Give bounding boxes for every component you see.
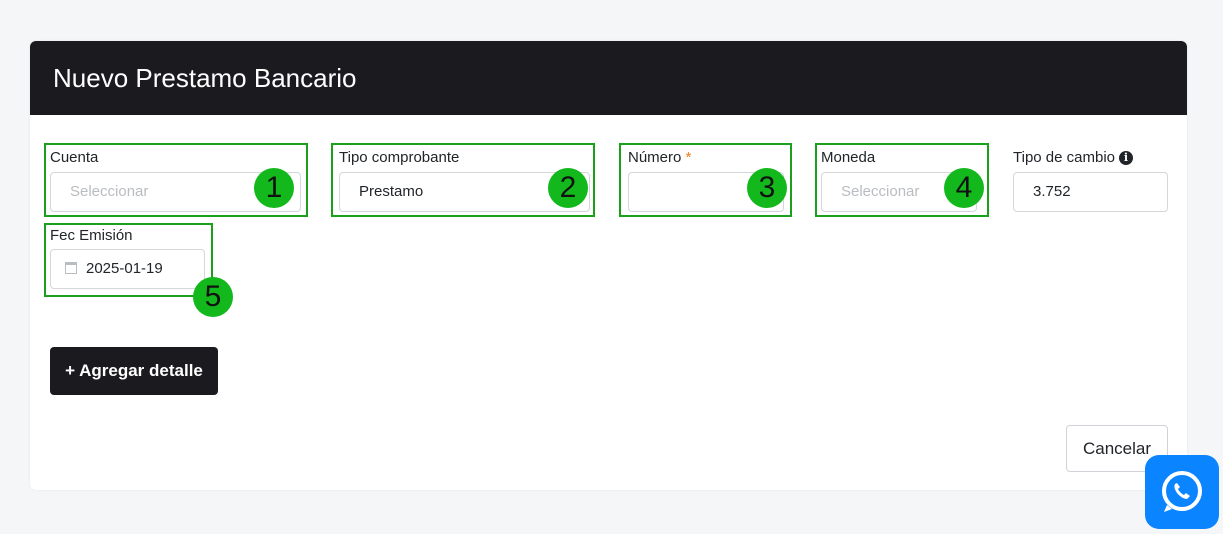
numero-label-text: Número (628, 149, 682, 166)
whatsapp-button[interactable] (1145, 455, 1219, 529)
fec-emision-value: 2025-01-19 (86, 260, 163, 277)
page-title: Nuevo Prestamo Bancario (30, 41, 1187, 115)
highlight-box-3 (619, 143, 792, 217)
badge-2: 2 (548, 168, 588, 208)
whatsapp-icon (1162, 471, 1202, 512)
numero-label: Número * (628, 149, 691, 166)
tipo-comprobante-select[interactable]: Prestamo (339, 172, 590, 212)
highlight-box-1 (44, 143, 308, 217)
tipo-cambio-input[interactable]: 3.752 (1013, 172, 1168, 212)
fec-emision-input[interactable]: 2025-01-19 (50, 249, 205, 289)
badge-1: 1 (254, 168, 294, 208)
info-icon[interactable]: i (1119, 151, 1133, 165)
tipo-comprobante-label: Tipo comprobante (339, 149, 460, 166)
required-asterisk: * (685, 149, 692, 166)
cuenta-label: Cuenta (50, 149, 99, 166)
highlight-box-4 (815, 143, 989, 217)
highlight-box-5 (44, 223, 213, 297)
badge-3: 3 (747, 168, 787, 208)
calendar-icon (65, 262, 77, 274)
badge-4: 4 (944, 168, 984, 208)
fec-emision-label: Fec Emisión (50, 227, 133, 244)
add-detail-button[interactable]: + Agregar detalle (50, 347, 218, 395)
highlight-box-2 (331, 143, 595, 217)
badge-5: 5 (193, 277, 233, 317)
form-card (30, 41, 1187, 490)
tipo-cambio-label: Tipo de cambio i (1013, 149, 1133, 166)
moneda-label: Moneda (821, 149, 876, 166)
tipo-cambio-label-text: Tipo de cambio (1013, 149, 1115, 166)
